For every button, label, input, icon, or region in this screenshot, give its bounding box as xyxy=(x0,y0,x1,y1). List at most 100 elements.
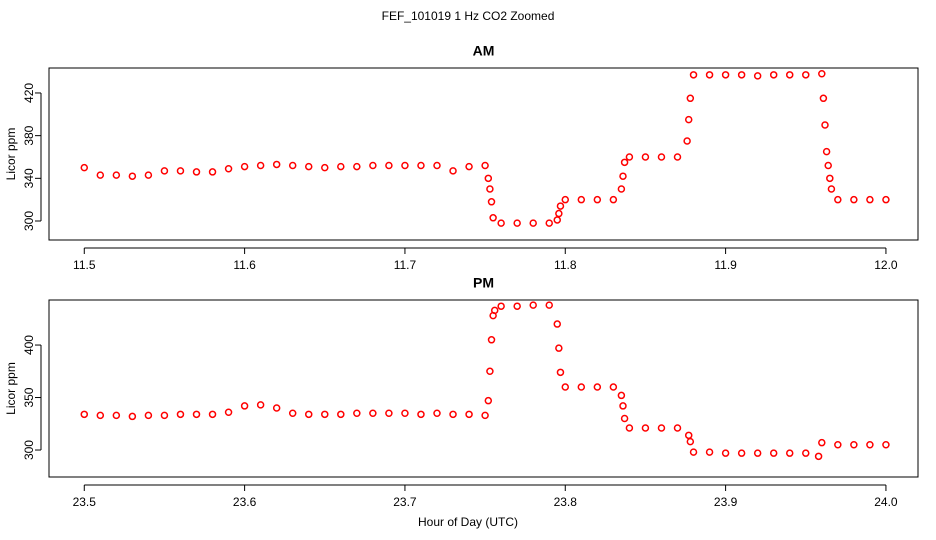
data-point xyxy=(192,410,201,419)
data-point xyxy=(80,163,89,172)
data-point xyxy=(433,409,441,418)
data-point xyxy=(593,383,602,391)
data-point xyxy=(625,424,634,432)
data-point xyxy=(401,409,409,418)
plot-box xyxy=(48,67,919,241)
figure-title: FEF_101019 1 Hz CO2 Zoomed xyxy=(382,9,555,23)
data-point xyxy=(561,383,570,391)
y-tick-label: 300 xyxy=(22,211,36,231)
data-point xyxy=(369,409,377,418)
data-point xyxy=(619,402,627,410)
data-point xyxy=(486,367,494,376)
data-point xyxy=(486,185,494,193)
data-point xyxy=(609,383,618,391)
data-point xyxy=(144,171,153,179)
x-tick-label: 23.8 xyxy=(554,495,578,509)
data-point xyxy=(481,411,489,420)
data-point xyxy=(689,448,698,456)
data-point xyxy=(686,94,695,103)
plot-box xyxy=(48,299,919,478)
data-point xyxy=(321,163,329,172)
x-axis-label: Hour of Day (UTC) xyxy=(418,515,518,529)
data-point xyxy=(545,301,553,309)
data-point xyxy=(769,71,778,79)
data-point xyxy=(529,301,537,309)
data-point xyxy=(620,414,629,423)
data-point xyxy=(489,214,497,222)
data-point xyxy=(288,161,297,170)
data-point xyxy=(465,410,473,419)
y-tick-label: 350 xyxy=(22,387,36,407)
data-point xyxy=(144,411,153,420)
data-point xyxy=(240,402,249,410)
data-point xyxy=(288,409,297,418)
data-point xyxy=(769,449,778,457)
data-point xyxy=(785,449,794,457)
data-point xyxy=(176,410,185,419)
data-point xyxy=(657,153,666,161)
data-point xyxy=(337,162,345,171)
data-point xyxy=(385,161,393,170)
data-point xyxy=(737,449,746,457)
data-point xyxy=(545,219,553,227)
x-tick-label: 23.7 xyxy=(393,495,417,509)
data-point xyxy=(160,167,169,175)
data-point xyxy=(617,391,626,400)
data-point xyxy=(487,198,496,206)
data-point xyxy=(556,202,565,210)
data-point xyxy=(866,441,874,449)
data-point xyxy=(802,449,810,457)
data-point xyxy=(882,195,890,204)
data-point xyxy=(802,71,810,79)
data-point xyxy=(417,410,425,419)
data-point xyxy=(192,168,201,176)
data-point xyxy=(673,424,682,432)
data-point xyxy=(224,408,233,416)
data-point xyxy=(834,441,842,449)
data-point xyxy=(721,449,730,457)
data-point xyxy=(481,161,489,170)
data-point xyxy=(620,158,629,167)
data-point xyxy=(256,161,265,170)
y-tick-label: 300 xyxy=(22,440,36,460)
data-point xyxy=(866,195,874,204)
data-point xyxy=(176,167,185,175)
data-point xyxy=(822,147,831,156)
y-tick-label: 340 xyxy=(22,168,36,188)
data-point xyxy=(753,449,762,457)
data-point xyxy=(814,452,823,461)
data-point xyxy=(824,161,832,170)
y-tick-label: 400 xyxy=(22,335,36,355)
x-tick-label: 11.7 xyxy=(394,258,417,272)
data-point xyxy=(555,344,563,352)
y-axis-label: Licor ppm xyxy=(4,128,18,181)
data-point xyxy=(96,171,105,179)
data-point xyxy=(160,411,169,420)
x-tick-label: 11.8 xyxy=(554,258,577,272)
data-point xyxy=(304,410,313,419)
data-point xyxy=(304,162,313,171)
data-point xyxy=(834,195,842,204)
data-point xyxy=(555,209,563,218)
data-point xyxy=(208,410,217,419)
data-point xyxy=(617,185,626,193)
data-point xyxy=(593,195,602,204)
x-tick-label: 12.0 xyxy=(874,258,898,272)
data-point xyxy=(401,161,409,170)
data-point xyxy=(128,172,137,180)
x-tick-label: 23.9 xyxy=(714,495,738,509)
data-point xyxy=(684,115,693,124)
data-point xyxy=(80,410,89,419)
data-point xyxy=(689,71,698,79)
data-point xyxy=(208,168,217,176)
data-point xyxy=(449,410,457,419)
data-point xyxy=(577,383,586,391)
data-point xyxy=(625,153,634,161)
x-tick-label: 11.5 xyxy=(73,258,96,272)
x-tick-label: 11.9 xyxy=(714,258,737,272)
data-point xyxy=(112,411,121,420)
data-point xyxy=(513,302,521,310)
x-tick-label: 11.6 xyxy=(233,258,256,272)
